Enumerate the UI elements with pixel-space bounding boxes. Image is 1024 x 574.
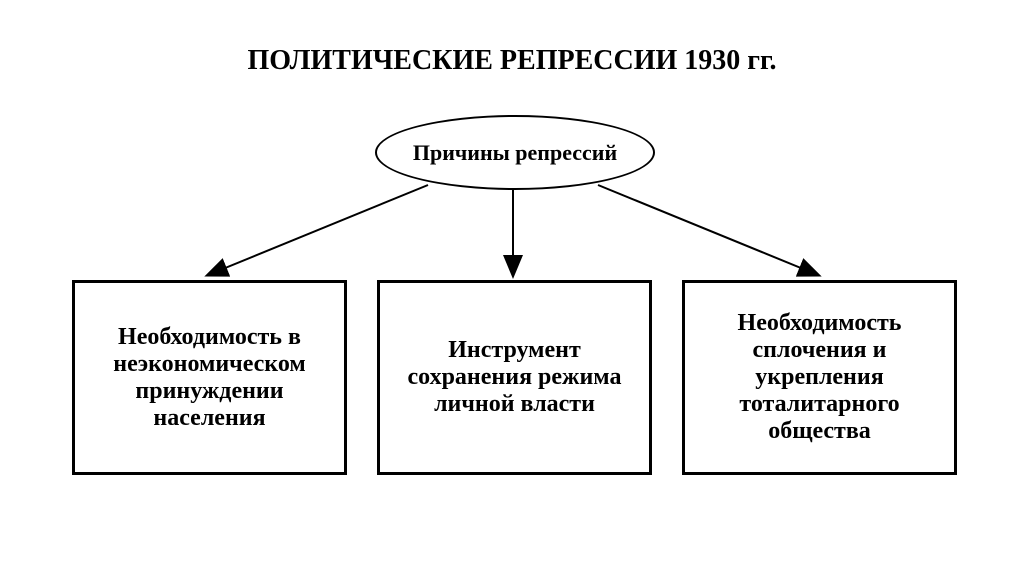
edge-arrow bbox=[598, 185, 818, 275]
box3-node: Необходимость сплочения и укрепления тот… bbox=[682, 280, 957, 475]
diagram-title: ПОЛИТИЧЕСКИЕ РЕПРЕССИИ 1930 гг. bbox=[247, 45, 776, 77]
box1-node: Необходимость в неэкономическом принужде… bbox=[72, 280, 347, 475]
root-ellipse-node: Причины репрессий bbox=[375, 115, 655, 190]
box2-node: Инструмент сохранения режима личной влас… bbox=[377, 280, 652, 475]
root-node-label: Причины репрессий bbox=[413, 140, 617, 166]
edge-arrow bbox=[208, 185, 428, 275]
box2-label: Инструмент сохранения режима личной влас… bbox=[390, 337, 639, 418]
box3-label: Необходимость сплочения и укрепления тот… bbox=[695, 310, 944, 445]
box1-label: Необходимость в неэкономическом принужде… bbox=[85, 324, 334, 432]
